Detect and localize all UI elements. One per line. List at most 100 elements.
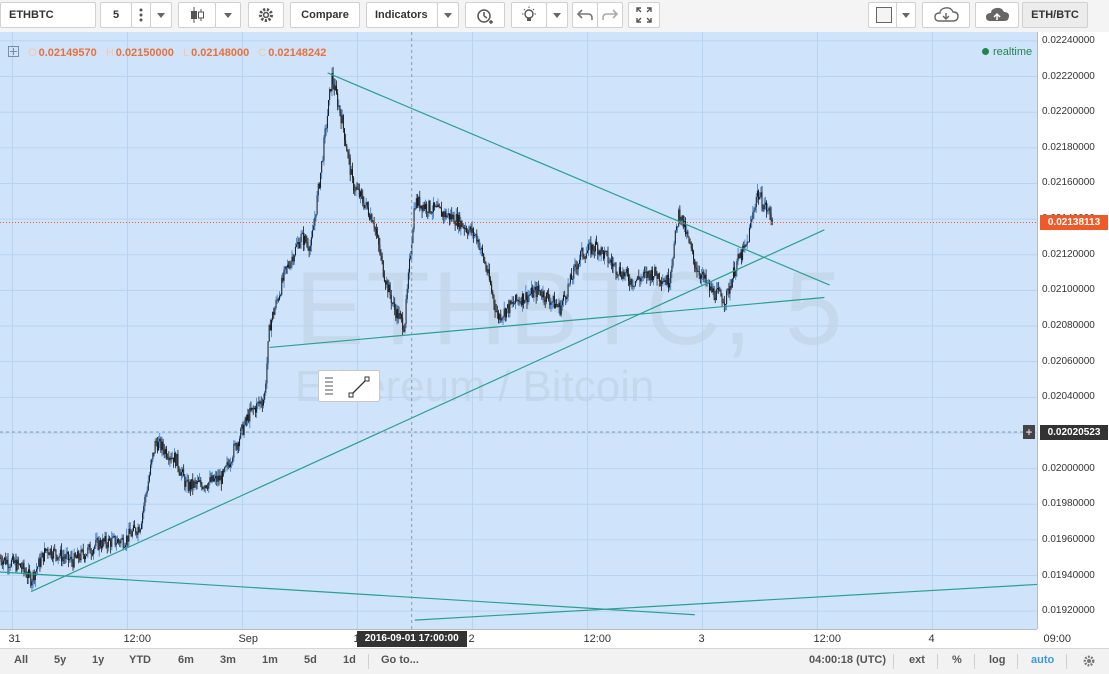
goto-button[interactable]: Go to... [381, 654, 419, 666]
time-tick-label: 12:00 [123, 633, 151, 645]
ext-toggle[interactable]: ext [909, 654, 925, 666]
log-toggle[interactable]: log [989, 654, 1006, 666]
candle-body [301, 232, 303, 234]
candle-body [17, 559, 19, 565]
candle-body [609, 259, 611, 263]
candle-body [43, 548, 45, 562]
drawing-toolbar[interactable] [318, 370, 380, 402]
range-3m-button[interactable]: 3m [220, 654, 236, 666]
undo-button[interactable] [572, 2, 598, 28]
candle-body [237, 443, 239, 447]
candle-body [79, 558, 81, 561]
candle-body [534, 286, 536, 290]
candle-body [688, 236, 690, 243]
layout-button[interactable] [868, 2, 900, 28]
candle-body [63, 556, 65, 558]
candle-body [191, 479, 193, 490]
candle-body [486, 269, 488, 274]
candle-body [99, 540, 101, 547]
save-chart-button[interactable] [975, 2, 1019, 28]
auto-toggle[interactable]: auto [1031, 654, 1055, 666]
theme-button[interactable] [511, 2, 547, 28]
candle-body [667, 274, 669, 288]
candle-body [689, 242, 691, 244]
candle-body [121, 537, 123, 540]
candle-body [298, 241, 300, 248]
candle-body [325, 128, 327, 130]
add-alert-icon[interactable]: + [1023, 425, 1035, 440]
candle-body [430, 212, 432, 214]
layout-dropdown[interactable] [896, 2, 916, 28]
interval-dropdown-button[interactable] [150, 2, 172, 28]
price-chart[interactable] [0, 32, 1037, 629]
candle-body [203, 487, 205, 489]
indicators-dropdown[interactable] [437, 2, 459, 28]
candle-body [631, 278, 633, 287]
legend-toggle-icon[interactable] [8, 46, 19, 57]
interval-select[interactable]: 5 [100, 2, 132, 28]
candle-body [743, 246, 745, 248]
alert-button[interactable] [465, 2, 505, 28]
pair-button[interactable]: ETH/BTC [1022, 2, 1088, 28]
indicators-button[interactable]: Indicators [366, 2, 438, 28]
interval-more-button[interactable] [131, 2, 151, 28]
time-axis[interactable]: 3112:00Sep12:00212:00312:00409:002016-09… [0, 629, 1071, 648]
range-all-button[interactable]: All [14, 654, 29, 666]
range-1y-button[interactable]: 1y [92, 654, 105, 666]
range-ytd-button[interactable]: YTD [129, 654, 151, 666]
candle-body [558, 302, 560, 308]
candle-body [69, 559, 71, 561]
candle-body [244, 417, 246, 425]
candle-body [594, 241, 596, 252]
candle-body [415, 198, 417, 209]
candle-body [61, 549, 63, 562]
candle-body [340, 113, 342, 124]
candle-body [164, 449, 166, 455]
candle-body [750, 222, 752, 228]
percent-toggle[interactable]: % [952, 654, 962, 666]
candle-body [535, 286, 537, 298]
candle-body [261, 403, 263, 406]
chart-area[interactable]: ETHBTC, 5 Ethereum / Bitcoin O 0.02149570… [0, 32, 1037, 629]
range-1d-button[interactable]: 1d [343, 654, 356, 666]
gear-icon[interactable] [1082, 654, 1096, 668]
candle-body [308, 248, 310, 252]
divider [368, 654, 369, 669]
candle-body [236, 443, 238, 450]
chart-style-button[interactable] [178, 2, 216, 28]
range-1m-button[interactable]: 1m [262, 654, 278, 666]
candle-body [670, 272, 672, 284]
candle-body [504, 308, 506, 318]
candle-body [276, 299, 278, 301]
range-5d-button[interactable]: 5d [304, 654, 317, 666]
load-chart-button[interactable] [922, 2, 970, 28]
drag-handle-icon[interactable] [325, 377, 333, 397]
price-axis[interactable]: 0.02240000 0.02220000 0.02200000 0.02180000… [1037, 32, 1109, 629]
candle-body [387, 280, 389, 293]
compare-button[interactable]: Compare [290, 2, 360, 28]
candle-body [512, 302, 514, 304]
trendline-icon[interactable] [347, 375, 371, 399]
range-6m-button[interactable]: 6m [178, 654, 194, 666]
candle-body [561, 300, 563, 306]
symbol-search[interactable]: ETHBTC [0, 2, 96, 28]
candle-body [269, 324, 271, 331]
candle-body [267, 341, 269, 364]
candle-body [122, 537, 124, 548]
redo-button[interactable] [597, 2, 623, 28]
candle-body [280, 295, 282, 297]
candle-body [288, 264, 290, 267]
candle-body [699, 275, 701, 279]
candle-body [337, 93, 339, 107]
candle-body [270, 320, 272, 331]
candle-body [605, 250, 607, 252]
range-5y-button[interactable]: 5y [54, 654, 67, 666]
theme-dropdown[interactable] [546, 2, 568, 28]
candle-body [440, 208, 442, 217]
candle-body [361, 191, 363, 196]
candle-body [220, 475, 222, 484]
chart-style-dropdown[interactable] [215, 2, 241, 28]
chevron-down-icon [553, 12, 561, 18]
settings-button[interactable] [248, 2, 284, 28]
fullscreen-button[interactable] [628, 2, 660, 28]
